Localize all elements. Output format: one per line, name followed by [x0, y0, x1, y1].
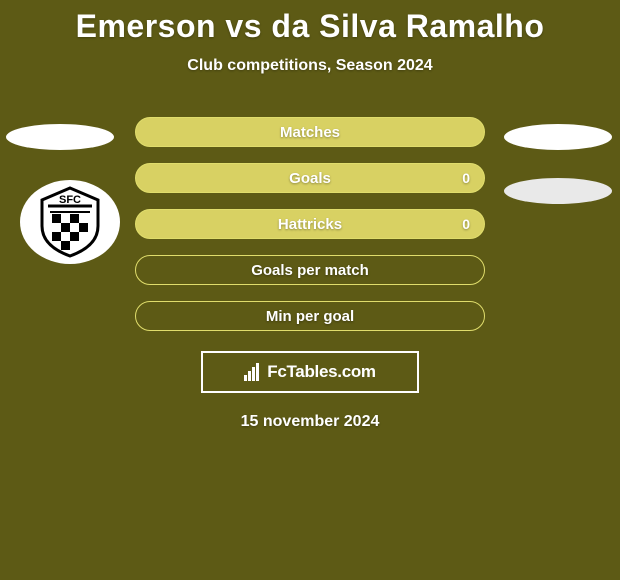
page-title: Emerson vs da Silva Ramalho — [76, 8, 545, 45]
stat-label: Goals — [289, 170, 331, 187]
stat-value-right: 0 — [462, 216, 470, 232]
stat-row: Hattricks 0 — [135, 209, 485, 239]
stat-label: Min per goal — [266, 308, 354, 325]
stat-value-right: 0 — [462, 170, 470, 186]
club-crest-icon: SFC — [18, 180, 122, 264]
stat-row: Goals per match — [135, 255, 485, 285]
stats-list: Matches Goals 0 Hattricks 0 Goals per match Mi… — [135, 117, 485, 331]
stat-label: Matches — [280, 124, 340, 141]
stat-row: Goals 0 — [135, 163, 485, 193]
placeholder-ellipse-mid-right — [504, 178, 612, 204]
brand-badge: FcTables.com — [201, 351, 419, 393]
stat-label: Hattricks — [278, 216, 342, 233]
placeholder-ellipse-top-left — [6, 124, 114, 150]
placeholder-ellipse-top-right — [504, 124, 612, 150]
stat-row: Matches — [135, 117, 485, 147]
brand-text: FcTables.com — [267, 362, 376, 382]
svg-text:SFC: SFC — [59, 194, 81, 206]
stat-label: Goals per match — [251, 262, 369, 279]
date-label: 15 november 2024 — [241, 413, 380, 431]
subtitle: Club competitions, Season 2024 — [187, 57, 432, 75]
stat-row: Min per goal — [135, 301, 485, 331]
bar-chart-icon — [244, 363, 259, 381]
